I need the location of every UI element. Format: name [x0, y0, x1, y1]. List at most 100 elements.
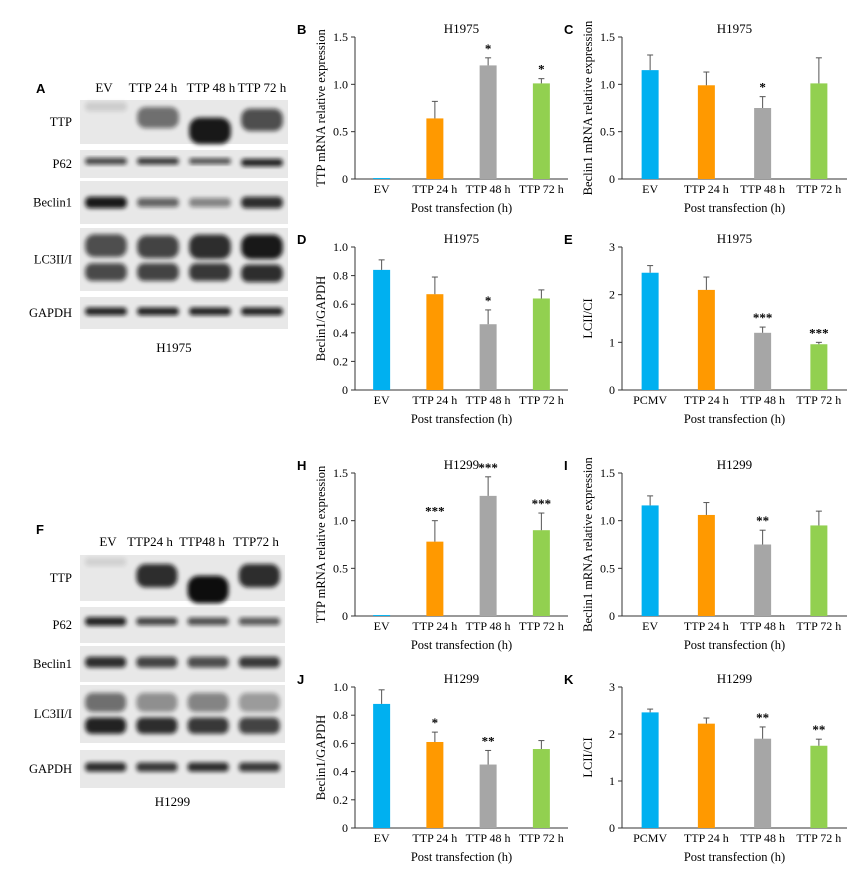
blot-band [85, 263, 127, 281]
significance-label: ** [756, 513, 769, 528]
x-tick-label: TTP 72 h [519, 182, 564, 196]
panel-letter: C [564, 22, 574, 37]
blot-row-label: Beclin1 [33, 196, 72, 210]
blot-band [238, 692, 280, 712]
y-axis-label: TTP mRNA relative expression [314, 465, 328, 623]
chart-panel-d: D H1975 0 0.2 0.4 0.6 0.8 1.0 Beclin1/GAPDH Post … [297, 231, 568, 426]
x-tick-label: EV [374, 831, 390, 845]
bar [373, 615, 391, 616]
y-tick-label: 0.5 [333, 125, 348, 139]
blot-band [187, 656, 229, 668]
significance-label: ** [812, 722, 825, 737]
blot-band [136, 656, 178, 668]
y-tick-label: 1.0 [333, 77, 348, 91]
bar [426, 118, 444, 179]
panel-letter: D [297, 232, 306, 247]
y-tick-label: 0 [609, 609, 615, 623]
blot-caption: H1975 [156, 340, 191, 355]
panel-letter: H [297, 458, 306, 473]
bar [810, 525, 828, 616]
bar [754, 108, 772, 179]
blot-band [189, 263, 231, 281]
x-tick-label: TTP 24 h [412, 182, 457, 196]
x-tick-label: EV [642, 182, 658, 196]
y-axis-label: LCII/CI [581, 737, 595, 777]
y-tick-label: 0 [609, 383, 615, 397]
bar [479, 764, 497, 828]
blot-band [238, 617, 280, 626]
y-tick-label: 0 [342, 821, 348, 835]
significance-label: *** [425, 504, 445, 519]
significance-label: * [485, 41, 492, 56]
blot-band [85, 717, 127, 734]
bar [479, 495, 497, 616]
blot-band [137, 157, 179, 165]
y-axis-label: LCII/CI [581, 298, 595, 338]
x-tick-label: TTP 48 h [740, 619, 785, 633]
y-axis-label: Beclin1 mRNA relative expression [581, 456, 595, 631]
bar [697, 85, 715, 179]
x-tick-label: TTP 72 h [796, 182, 841, 196]
lane-label: TTP 24 h [129, 80, 178, 95]
x-tick-label: EV [374, 182, 390, 196]
y-tick-label: 0 [609, 172, 615, 186]
blot-band [85, 234, 127, 257]
y-tick-label: 0.2 [333, 354, 348, 368]
blot-band [85, 196, 127, 209]
x-axis-label: Post transfection (h) [411, 638, 512, 652]
y-axis-label: TTP mRNA relative expression [314, 29, 328, 187]
x-tick-label: TTP 24 h [684, 393, 729, 407]
blot-band [136, 762, 178, 772]
y-tick-label: 0.8 [333, 708, 348, 722]
blot-row-label: TTP [50, 571, 72, 585]
lane-label: TTP 48 h [187, 80, 236, 95]
y-axis-label: Beclin1/GAPDH [314, 715, 328, 800]
panel-letter: K [564, 672, 574, 687]
blot-band [85, 101, 127, 112]
blot-band [136, 617, 178, 626]
panel-letter: E [564, 232, 573, 247]
blot-band [187, 575, 229, 604]
bar [641, 70, 659, 179]
bar [373, 178, 391, 179]
lane-label: TTP48 h [179, 534, 225, 549]
x-tick-label: TTP 48 h [466, 619, 511, 633]
x-tick-label: TTP 72 h [796, 393, 841, 407]
y-tick-label: 0.5 [600, 125, 615, 139]
blot-band [137, 263, 179, 281]
blot-row-label: TTP [50, 115, 72, 129]
bar [697, 289, 715, 390]
blot-row-label: Beclin1 [33, 657, 72, 671]
y-tick-label: 1.0 [600, 514, 615, 528]
blot-row-label: GAPDH [29, 762, 72, 776]
bar [479, 65, 497, 179]
blot-band [241, 264, 283, 283]
chart-panel-j: J H1299 0 0.2 0.4 0.6 0.8 1.0 Beclin1/GAPDH Post … [297, 671, 568, 864]
y-tick-label: 1.5 [333, 466, 348, 480]
x-tick-label: TTP 24 h [684, 182, 729, 196]
blot-band [85, 157, 127, 165]
blot-band [241, 196, 283, 209]
blot-band [137, 235, 179, 259]
blot-band [137, 107, 179, 129]
x-tick-label: TTP 48 h [740, 393, 785, 407]
bar [426, 741, 444, 828]
y-axis-label: Beclin1 mRNA relative expression [581, 20, 595, 195]
y-axis-label: Beclin1/GAPDH [314, 276, 328, 361]
x-axis-label: Post transfection (h) [411, 412, 512, 426]
bar [641, 272, 659, 390]
x-tick-label: TTP 72 h [519, 831, 564, 845]
chart-title: H1975 [717, 21, 752, 36]
bar [754, 544, 772, 616]
bar [810, 344, 828, 390]
bar [754, 738, 772, 828]
chart-title: H1975 [444, 21, 479, 36]
x-tick-label: EV [374, 393, 390, 407]
blot-band [187, 717, 229, 734]
bar [373, 703, 391, 828]
significance-label: * [432, 715, 439, 730]
y-tick-label: 0 [342, 383, 348, 397]
chart-title: H1975 [717, 231, 752, 246]
bar [697, 723, 715, 828]
